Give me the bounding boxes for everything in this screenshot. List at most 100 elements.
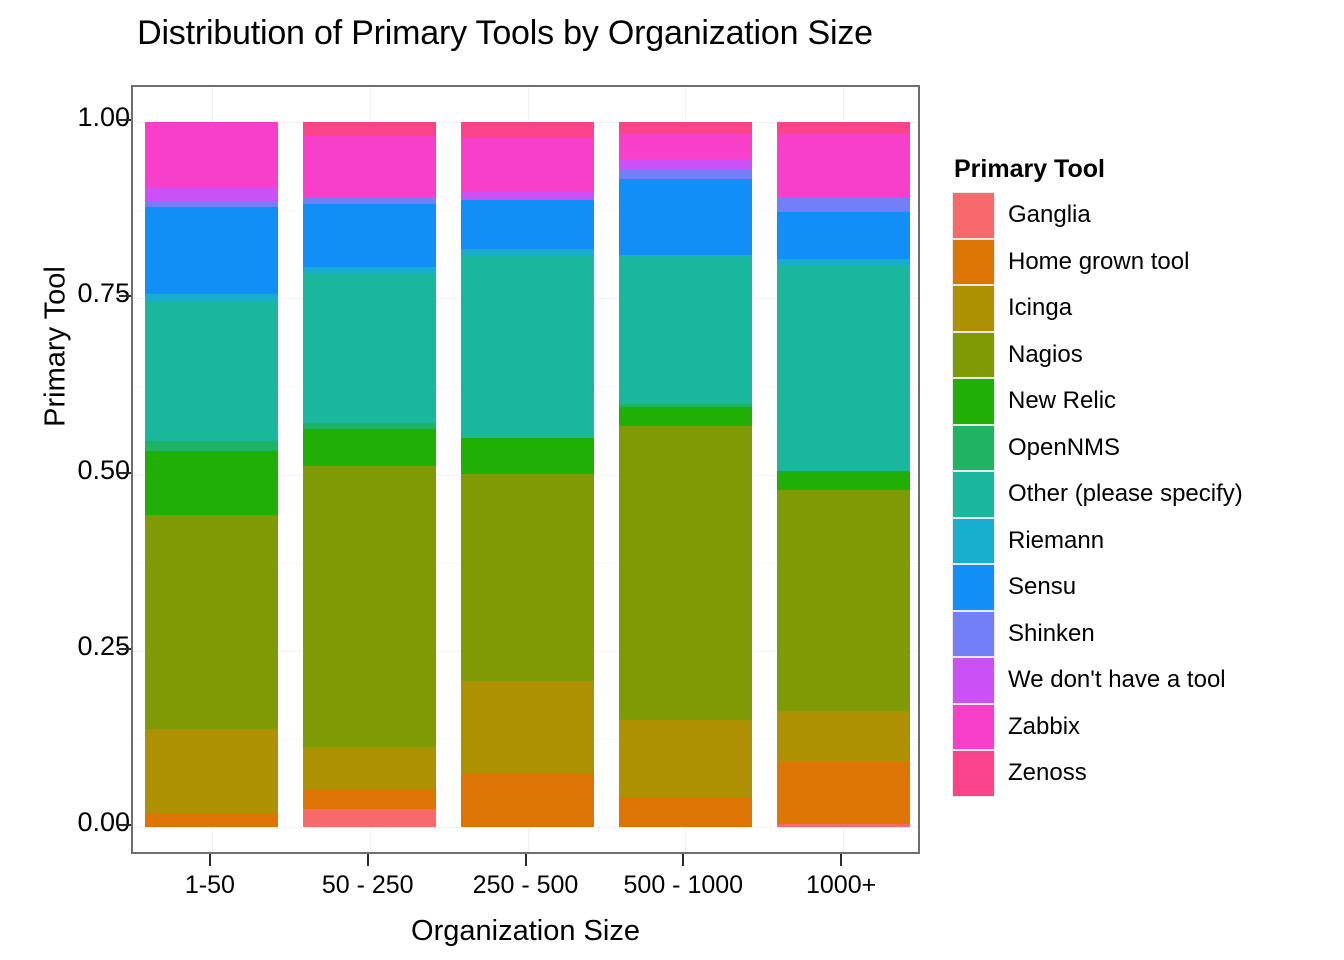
bar-segment[interactable] [777,490,910,712]
legend-item[interactable]: Other (please specify) [952,471,1243,518]
bar-segment[interactable] [303,466,436,748]
legend-swatch [952,610,995,657]
bar-segment[interactable] [777,711,910,763]
bar-stack[interactable] [303,87,436,852]
bar-segment[interactable] [145,201,278,207]
bar-stack[interactable] [619,87,752,852]
legend-item[interactable]: OpenNMS [952,424,1243,471]
bar-segment[interactable] [303,809,436,827]
bar-segment[interactable] [303,747,436,791]
legend-item[interactable]: Icinga [952,285,1243,332]
legend-item[interactable]: Shinken [952,610,1243,657]
bar-segment[interactable] [461,254,594,438]
bar-segment[interactable] [461,681,594,773]
bar-segment[interactable] [619,425,752,720]
legend-title: Primary Tool [954,155,1105,183]
legend-item[interactable]: Sensu [952,564,1243,611]
legend-swatch [952,378,995,425]
x-tick-mark [682,854,685,866]
bar-segment[interactable] [145,187,278,202]
bar-segment[interactable] [619,719,752,798]
legend-label: Sensu [1008,573,1077,601]
bar-segment[interactable] [461,248,594,255]
bar-segment[interactable] [619,797,752,827]
bar-segment[interactable] [777,258,910,266]
bar-segment[interactable] [461,199,594,249]
bar-segment[interactable] [303,122,436,137]
legend-item[interactable]: Nagios [952,331,1243,378]
legend-label: Shinken [1008,619,1095,647]
bar-segment[interactable] [145,206,278,294]
bar-segment[interactable] [777,122,910,133]
bar-segment[interactable] [145,122,278,188]
bar-segment[interactable] [145,301,278,441]
bar-segment[interactable] [461,437,594,474]
legend: Primary Tool Ganglia Home grown tool Icing… [952,155,1243,797]
bar-segment[interactable] [145,814,278,827]
y-tick-label: 0.50 [77,454,130,485]
legend-swatch [952,238,995,285]
bar-stack[interactable] [777,87,910,852]
bar-segment[interactable] [619,406,752,426]
legend-item[interactable]: Riemann [952,517,1243,564]
bar-segment[interactable] [303,273,436,424]
legend-swatch [952,192,995,239]
x-tick-mark [840,854,843,866]
bar-segment[interactable] [619,132,752,160]
bar-segment[interactable] [619,169,752,180]
legend-item[interactable]: New Relic [952,378,1243,425]
bar-segment[interactable] [145,440,278,451]
x-tick-label: 250 - 500 [472,871,579,899]
y-tick-mark [119,824,131,826]
bar-segment[interactable] [461,191,594,200]
bar-segment[interactable] [145,729,278,815]
bar-segment[interactable] [777,212,910,259]
bar-stack[interactable] [461,87,594,852]
legend-label: New Relic [1008,387,1117,415]
bar-segment[interactable] [303,197,436,204]
bar-segment[interactable] [461,138,594,192]
bar-segment[interactable] [145,294,278,302]
bar-segment[interactable] [303,267,436,274]
y-tick-label: 1.00 [77,102,130,132]
legend-label: Ganglia [1008,201,1091,229]
y-tick-mark [119,119,131,121]
bar-segment[interactable] [777,470,910,490]
bar-segment[interactable] [461,122,594,139]
x-tick-label: 500 - 1000 [623,871,744,899]
bar-segment[interactable] [777,762,910,825]
bar-segment[interactable] [303,428,436,467]
bar-segment[interactable] [303,423,436,429]
bar-segment[interactable] [145,450,278,515]
y-tick-label: 0.75 [77,278,130,309]
bar-segment[interactable] [777,265,910,471]
x-tick-label: 1-50 [184,871,235,899]
bar-segment[interactable] [303,203,436,268]
legend-swatch [952,285,995,332]
bar-stack[interactable] [145,87,278,852]
legend-label: Riemann [1008,526,1105,554]
bar-segment[interactable] [303,136,436,198]
bar-segment[interactable] [777,132,910,197]
legend-item[interactable]: We don't have a tool [952,657,1243,704]
bar-segment[interactable] [619,159,752,170]
bar-segment[interactable] [461,772,594,827]
legend-label: OpenNMS [1008,433,1121,461]
bar-segment[interactable] [303,790,436,810]
bar-segment[interactable] [777,824,910,827]
bar-segment[interactable] [777,196,910,213]
x-tick-mark [208,854,211,866]
bar-segment[interactable] [619,179,752,255]
bar-segment[interactable] [619,122,752,133]
legend-item[interactable]: Zenoss [952,750,1243,797]
gridline-major [133,827,918,828]
bar-segment[interactable] [619,404,752,407]
x-tick-label: 50 - 250 [321,871,414,899]
bar-segment[interactable] [619,254,752,404]
legend-item[interactable]: Home grown tool [952,238,1243,285]
legend-item[interactable]: Ganglia [952,192,1243,239]
legend-item[interactable]: Zabbix [952,703,1243,750]
bar-segment[interactable] [461,473,594,682]
bar-segment[interactable] [145,514,278,729]
legend-swatch [952,750,995,797]
